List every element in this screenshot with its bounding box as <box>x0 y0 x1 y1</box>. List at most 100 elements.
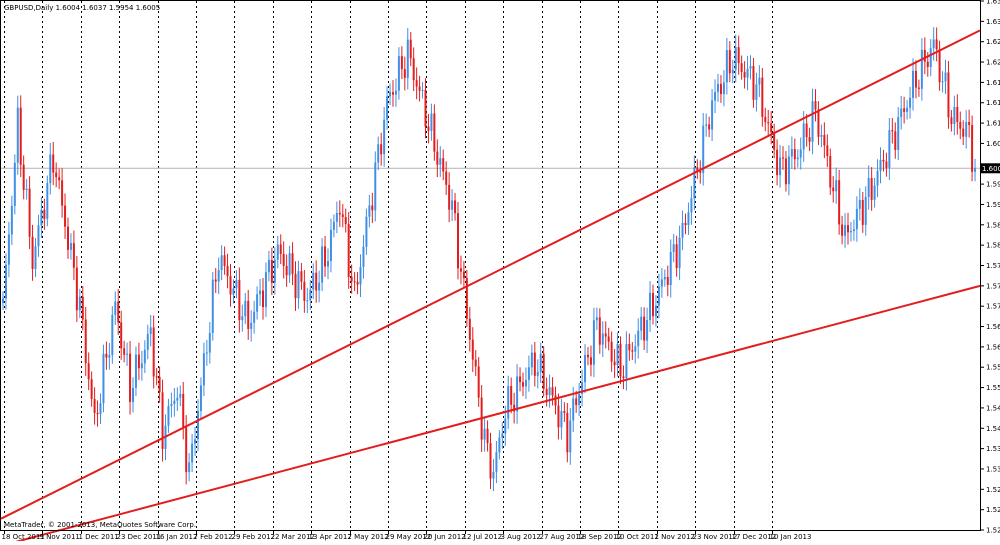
price-bar-body <box>374 162 377 211</box>
price-bar-body <box>841 224 844 236</box>
price-tick-label: 1.6240 <box>986 59 1000 67</box>
price-bar-body <box>149 327 152 335</box>
price-bar-body <box>7 234 10 265</box>
price-tick-label: 1.5925 <box>986 201 1000 209</box>
price-bar-body <box>415 80 418 87</box>
price-bar-body <box>321 246 324 283</box>
price-bar-body <box>176 397 179 401</box>
price-axis[interactable]: 1.6375 1.6330 1.6285 1.6240 1.6195 1.6150 1.61… <box>980 0 1000 535</box>
price-bar-body <box>202 353 205 386</box>
price-bar-body <box>782 157 784 159</box>
price-bar-body <box>170 403 173 407</box>
price-bar-body <box>46 183 49 219</box>
price-bar-body <box>666 276 669 285</box>
price-bar-body <box>708 124 711 130</box>
price-bar-body <box>879 159 882 171</box>
current-price-label: 1.6005 <box>982 165 1000 173</box>
price-bar-body <box>403 69 406 78</box>
price-bar-body <box>197 411 199 440</box>
price-bar-body <box>793 149 796 160</box>
price-bar-body <box>699 170 702 173</box>
price-bar-body <box>19 107 22 165</box>
price-bar-body <box>622 376 625 378</box>
time-tick-label: 10 Jan 2013 <box>770 533 812 541</box>
time-tick-label: 18 Sep 2012 <box>578 533 622 541</box>
price-bar-body <box>855 208 858 230</box>
price-bar-body <box>867 178 870 197</box>
price-bar-body <box>273 259 276 283</box>
price-bar-body <box>971 125 974 172</box>
price-bar-body <box>920 49 923 89</box>
trendline[interactable] <box>0 284 981 545</box>
price-bar-body <box>737 47 740 64</box>
price-bar-body <box>802 123 805 150</box>
price-bar-body <box>226 265 229 277</box>
price-bar-body <box>120 322 123 349</box>
price-bar-body <box>306 300 309 302</box>
price-bar-body <box>832 187 835 192</box>
time-tick-label: 13 Apr 2012 <box>309 533 352 541</box>
price-bar-body <box>294 273 297 299</box>
price-bar-body <box>448 184 451 210</box>
price-bar-body <box>462 271 465 279</box>
price-bar-body <box>690 198 693 213</box>
price-bar-body <box>276 244 279 260</box>
price-bar-body <box>406 39 409 78</box>
price-tick-label: 1.6105 <box>986 120 1000 128</box>
copyright-text: MetaTrader, © 2001-2013, MetaQuotes Soft… <box>4 521 196 529</box>
price-bar-body <box>687 212 690 226</box>
price-bar-body <box>409 39 412 59</box>
price-bar-body <box>873 185 876 200</box>
price-bar-body <box>956 106 959 123</box>
price-bar-body <box>468 318 471 340</box>
price-bar-body <box>495 452 498 472</box>
price-bar-body <box>522 382 524 387</box>
price-bar-body <box>513 404 516 412</box>
price-bar-body <box>427 126 430 131</box>
price-bar-body <box>264 272 267 308</box>
price-bar-body <box>681 222 684 238</box>
price-bar-body <box>96 412 99 415</box>
price-bar-body <box>211 279 214 334</box>
trendline[interactable] <box>0 29 981 520</box>
price-bar-body <box>90 379 93 399</box>
price-bar-body <box>267 259 270 273</box>
price-bar-body <box>25 188 28 191</box>
price-bar-body <box>16 107 19 163</box>
price-bar-body <box>906 107 909 112</box>
price-bar-body <box>849 231 852 233</box>
price-tick-label: 1.5250 <box>986 506 1000 514</box>
price-bar-body <box>67 226 69 250</box>
price-bar-body <box>935 39 938 50</box>
price-bar-body <box>365 216 368 247</box>
price-bar-body <box>554 395 557 406</box>
price-bar-body <box>705 124 708 126</box>
price-bar-body <box>604 333 607 337</box>
price-tick-label: 1.6060 <box>986 140 1000 148</box>
price-bar-body <box>368 205 371 217</box>
price-bar-body <box>654 305 657 317</box>
price-bar-body <box>888 130 891 168</box>
price-bar-body <box>477 366 480 398</box>
price-bar-body <box>205 352 208 354</box>
price-bar-body <box>188 462 191 473</box>
price-tick-label: 1.5610 <box>986 343 1000 351</box>
trendlines[interactable] <box>0 29 981 545</box>
price-bar-body <box>4 264 7 299</box>
price-bar-body <box>146 334 149 350</box>
price-bar-body <box>779 157 782 176</box>
price-bar-body <box>610 341 613 362</box>
price-bar-body <box>167 406 170 426</box>
price-bar-body <box>722 82 725 95</box>
price-bar-body <box>631 350 634 352</box>
price-bar-body <box>84 319 87 364</box>
price-bar-body <box>675 244 678 269</box>
price-bar-body <box>572 398 575 421</box>
price-bar-body <box>912 70 914 98</box>
price-bar-body <box>643 316 646 341</box>
price-bar-body <box>814 101 817 110</box>
time-tick-label: 23 Dec 2011 <box>117 533 162 541</box>
